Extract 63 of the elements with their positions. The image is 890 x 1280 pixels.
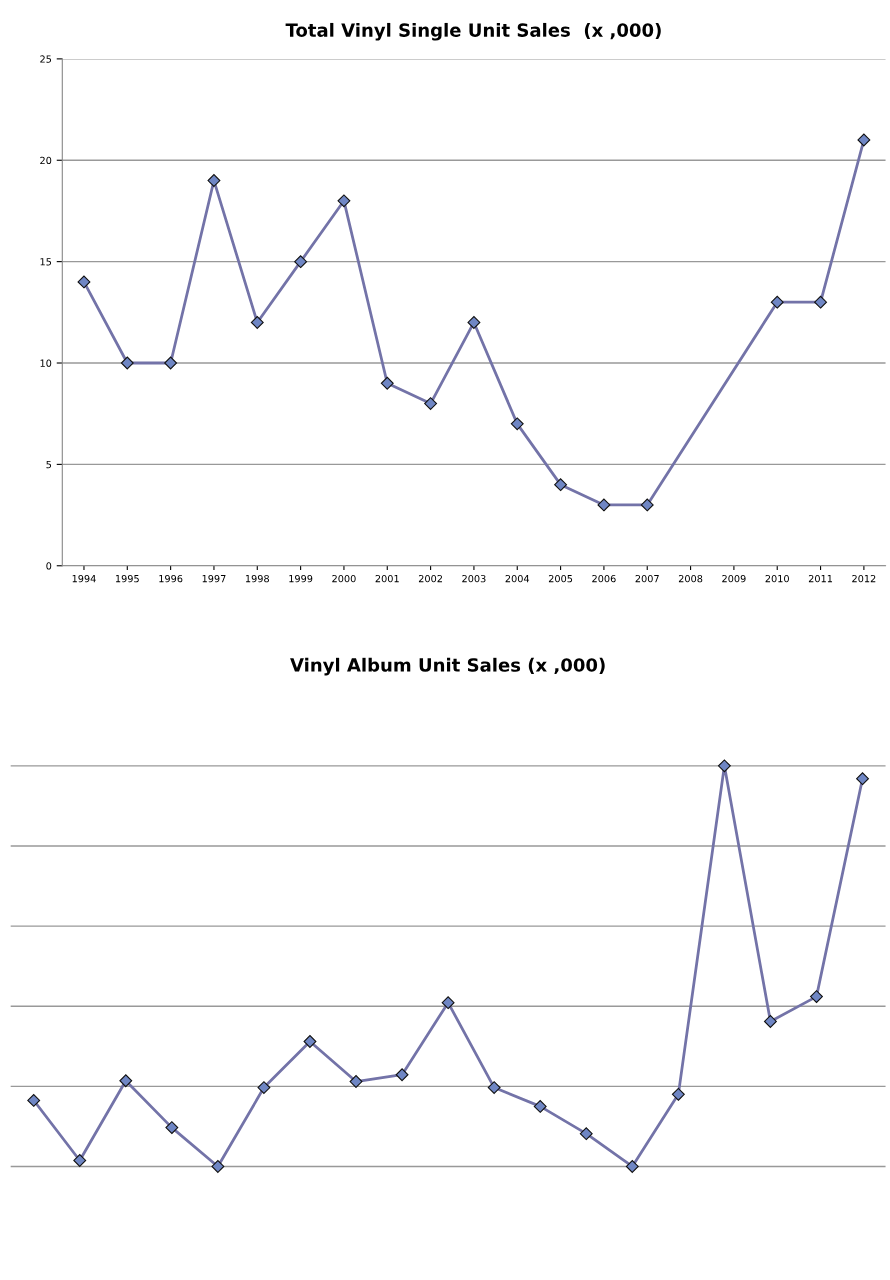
- x-tick-label: 1998: [245, 574, 269, 583]
- point: [27, 1093, 41, 1107]
- x-tick-label: 2008: [678, 574, 703, 583]
- point: [337, 194, 351, 208]
- x-tick-label: 2011: [808, 574, 833, 583]
- point: [671, 1087, 685, 1101]
- point: [164, 356, 178, 370]
- x-tick-label: 2012: [852, 574, 876, 583]
- point: [814, 295, 828, 309]
- point: [211, 1160, 225, 1173]
- point: [250, 316, 264, 329]
- point: [533, 1099, 547, 1113]
- y-tick-label: 10: [40, 359, 52, 367]
- point: [640, 498, 654, 512]
- point: [294, 255, 308, 269]
- point: [77, 275, 91, 289]
- x-tick-label: 2005: [548, 574, 573, 583]
- x-tick-label: 2004: [505, 574, 530, 583]
- point: [380, 376, 394, 390]
- point: [717, 759, 731, 773]
- y-tick-label: 25: [40, 55, 52, 63]
- point: [554, 478, 568, 492]
- x-tick-label: 1996: [159, 574, 183, 583]
- point: [625, 1160, 639, 1173]
- point: [349, 1075, 363, 1088]
- point: [856, 772, 869, 786]
- point: [597, 498, 611, 512]
- y-tick-label: 0: [46, 562, 52, 570]
- x-tick-label: 1999: [289, 574, 313, 583]
- chart-title: Vinyl Album Unit Sales (x ,000): [290, 657, 605, 676]
- x-tick-label: 1995: [115, 574, 139, 583]
- y-tick-label: 20: [40, 156, 52, 165]
- point: [424, 397, 438, 411]
- y-tick-label: 5: [46, 460, 52, 469]
- point: [257, 1081, 271, 1095]
- point: [441, 996, 455, 1010]
- point: [510, 417, 524, 431]
- point: [207, 174, 221, 187]
- x-tick-label: 1994: [72, 574, 96, 583]
- x-tick-label: 2010: [765, 574, 789, 583]
- point: [770, 295, 784, 309]
- point: [487, 1081, 501, 1095]
- chart-title: Total Vinyl Single Unit Sales (x ,000): [285, 22, 661, 41]
- y-tick-label: 15: [40, 258, 52, 266]
- point: [857, 133, 871, 147]
- point: [73, 1154, 87, 1167]
- x-tick-label: 2002: [418, 574, 442, 583]
- point: [467, 316, 481, 329]
- point: [395, 1068, 409, 1082]
- x-tick-label: 2001: [375, 574, 399, 583]
- point: [120, 356, 134, 370]
- point: [810, 990, 823, 1004]
- point: [119, 1074, 133, 1088]
- x-tick-label: 2007: [635, 574, 659, 583]
- point: [763, 1015, 777, 1028]
- point: [303, 1035, 317, 1048]
- x-tick-label: 2006: [592, 574, 616, 583]
- point: [165, 1121, 179, 1135]
- x-tick-label: 2003: [462, 574, 486, 583]
- x-tick-label: 1997: [202, 574, 226, 583]
- x-tick-label: 2000: [332, 574, 356, 583]
- point: [579, 1127, 593, 1141]
- x-tick-label: 2009: [722, 574, 746, 583]
